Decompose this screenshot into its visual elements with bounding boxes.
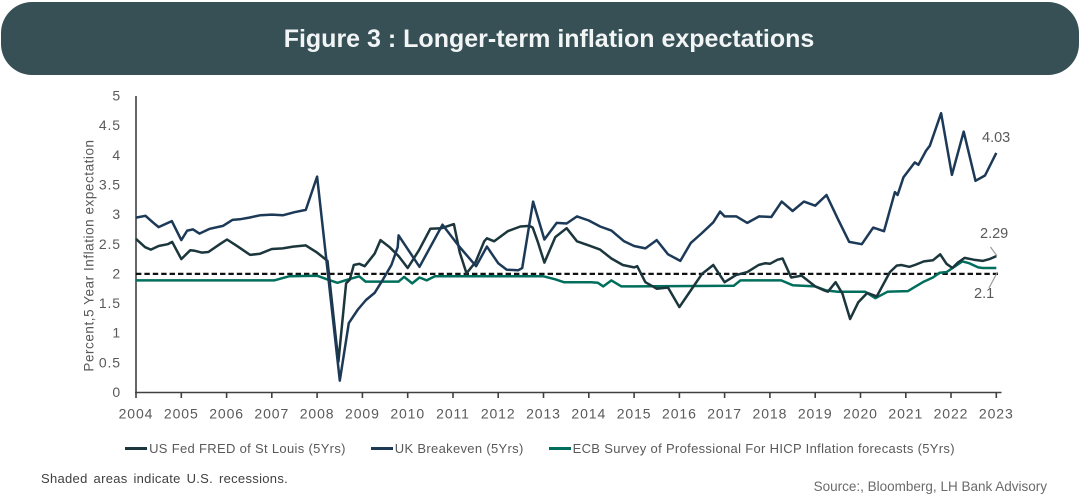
svg-text:2017: 2017 [707, 406, 742, 422]
svg-text:2010: 2010 [390, 406, 425, 422]
svg-text:2011: 2011 [436, 406, 470, 422]
svg-text:4: 4 [112, 147, 121, 163]
svg-text:1: 1 [112, 325, 121, 341]
svg-text:2016: 2016 [662, 406, 697, 422]
svg-text:2015: 2015 [617, 406, 652, 422]
svg-text:2005: 2005 [164, 406, 199, 422]
svg-text:0: 0 [112, 384, 121, 400]
svg-text:2007: 2007 [254, 406, 289, 422]
svg-text:2: 2 [112, 265, 121, 281]
svg-text:2019: 2019 [798, 406, 833, 422]
svg-text:2012: 2012 [481, 406, 516, 422]
svg-text:3: 3 [112, 206, 121, 222]
svg-text:2006: 2006 [209, 406, 244, 422]
svg-text:5: 5 [112, 88, 121, 104]
svg-text:2022: 2022 [934, 406, 969, 422]
svg-text:2009: 2009 [345, 406, 380, 422]
svg-text:2021: 2021 [888, 406, 923, 422]
svg-text:2020: 2020 [843, 406, 878, 422]
svg-text:3.5: 3.5 [99, 177, 121, 193]
svg-text:2004: 2004 [119, 406, 154, 422]
svg-text:2018: 2018 [753, 406, 788, 422]
svg-text:2.5: 2.5 [99, 236, 121, 252]
svg-text:1.5: 1.5 [99, 295, 121, 311]
svg-text:0.5: 0.5 [99, 354, 121, 370]
svg-text:2014: 2014 [571, 406, 606, 422]
svg-text:2023: 2023 [979, 406, 1014, 422]
svg-text:2008: 2008 [300, 406, 335, 422]
svg-text:4.5: 4.5 [99, 117, 121, 133]
svg-text:2013: 2013 [526, 406, 561, 422]
